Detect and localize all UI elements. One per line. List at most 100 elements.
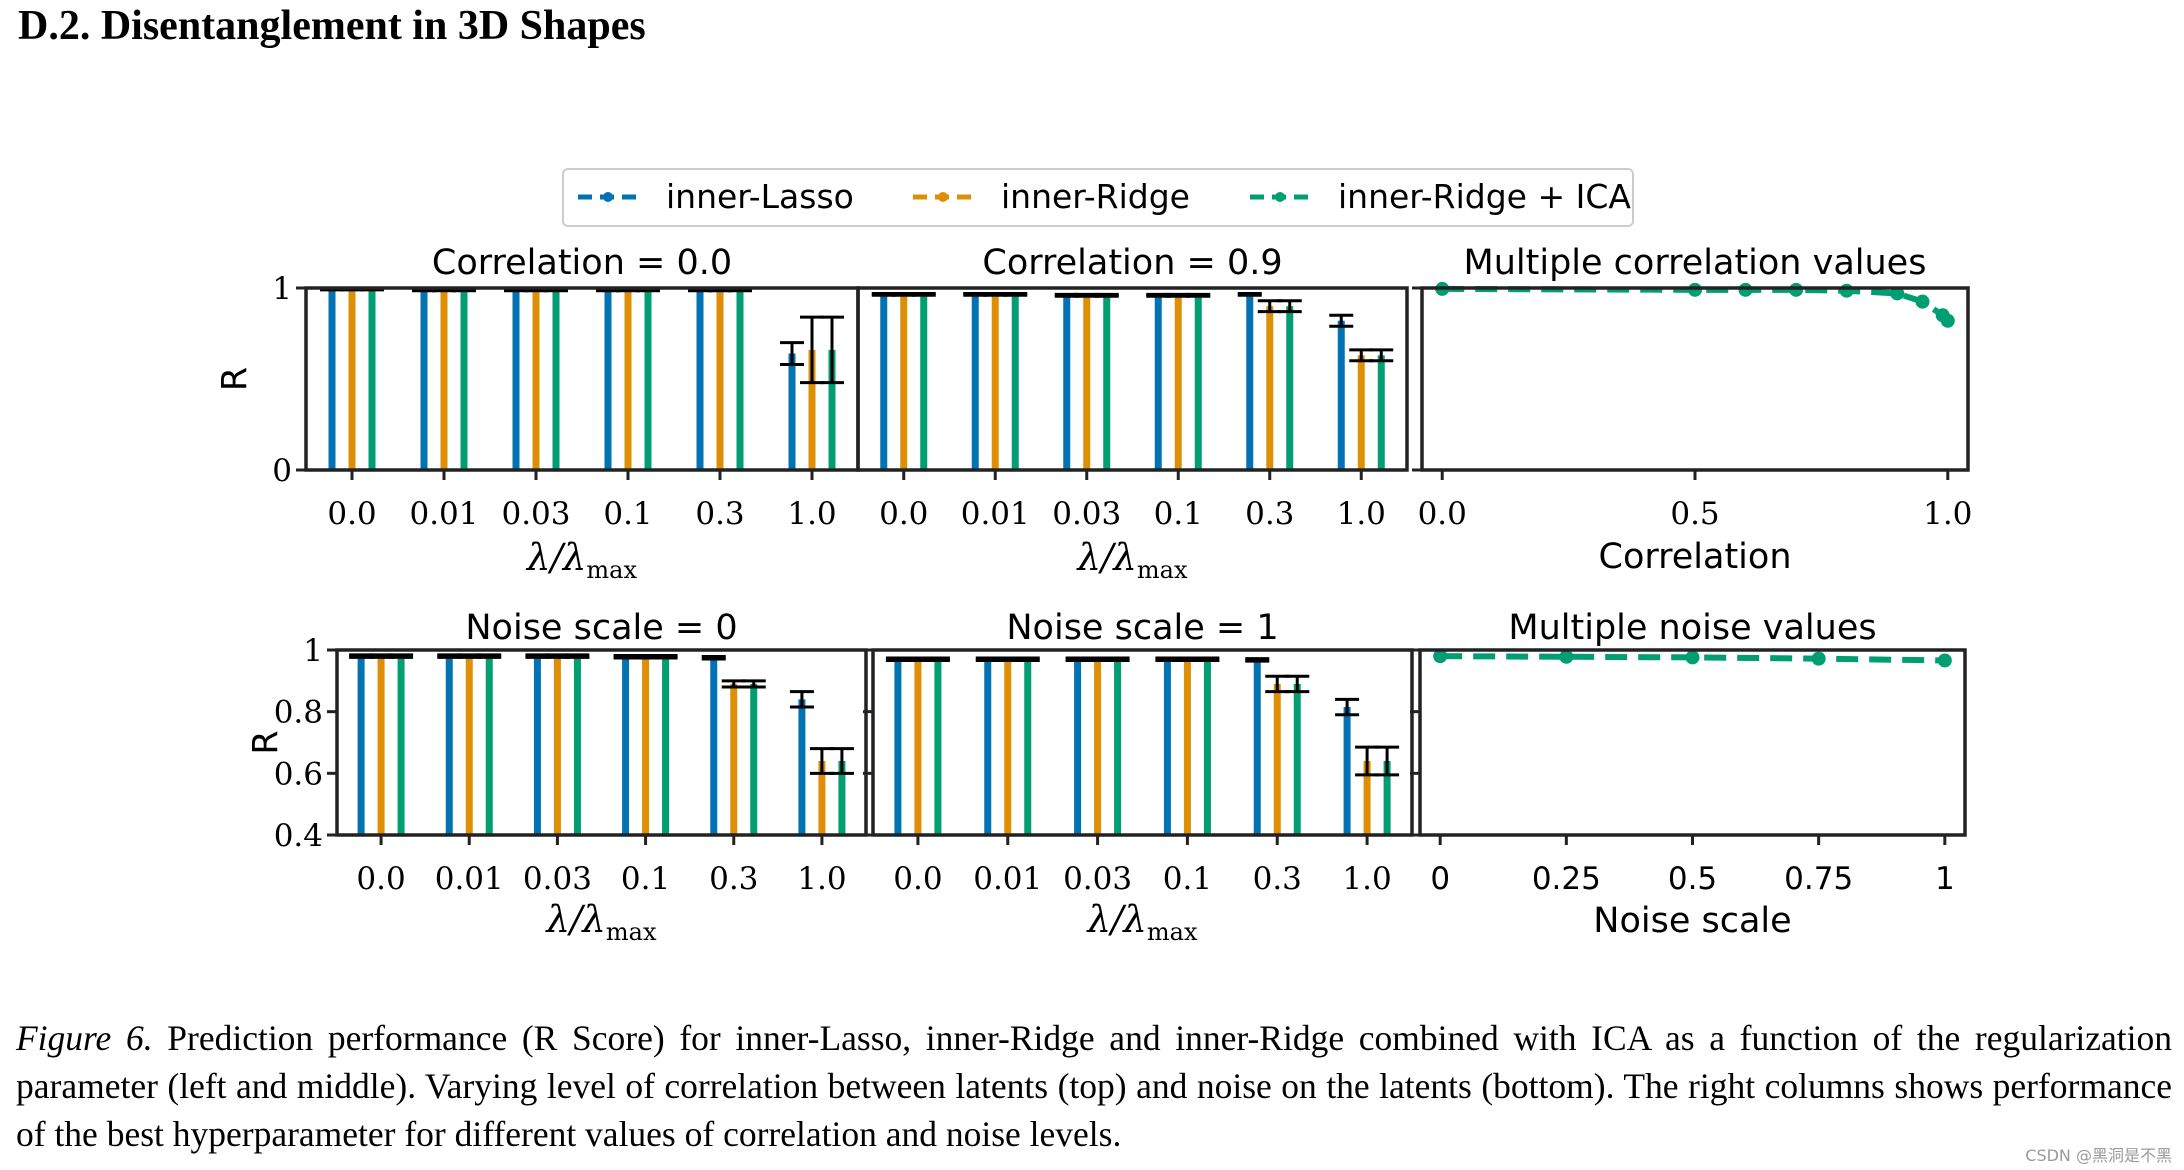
plot-frame	[1418, 648, 1967, 837]
bar-group-0.01	[963, 291, 1028, 470]
bar	[420, 289, 428, 470]
x-tick-label: 0.1	[1163, 861, 1212, 897]
error-bar	[789, 690, 814, 709]
legend-marker	[1275, 192, 1285, 202]
error-bar	[800, 315, 824, 385]
x-tick-label: 0.0	[893, 861, 942, 897]
error-bar	[1105, 656, 1130, 662]
x-axis-label: Noise scale	[1593, 901, 1791, 941]
data-point	[1685, 650, 1700, 665]
error-bar	[1277, 299, 1302, 314]
x-tick-label: 1.0	[797, 861, 846, 897]
bar	[900, 294, 908, 470]
error-bar	[1015, 656, 1040, 662]
bar	[328, 288, 336, 470]
bar	[642, 656, 650, 835]
x-tick-label: 0.01	[409, 496, 478, 532]
y-tick-label: 0	[272, 453, 292, 489]
bar	[1203, 659, 1211, 835]
bar	[445, 656, 453, 835]
data-point	[1890, 286, 1905, 301]
legend-label: inner-Lasso	[666, 177, 854, 216]
x-tick-label: 0.01	[973, 861, 1042, 897]
bar	[934, 659, 942, 835]
bar	[1183, 659, 1191, 835]
data-point	[1738, 282, 1753, 297]
legend-label: inner-Ridge	[1001, 177, 1190, 216]
bar	[1337, 320, 1345, 470]
bar-group-0.03	[1054, 292, 1119, 470]
bar	[710, 657, 718, 835]
bar-group-0.1	[596, 287, 660, 470]
caption-label: Figure 6.	[16, 1018, 153, 1058]
bar	[798, 699, 806, 835]
bar	[920, 294, 928, 470]
bar	[1114, 659, 1122, 835]
bar-group-0.1	[1146, 292, 1211, 470]
bar-group-0.01	[975, 656, 1040, 835]
bar	[730, 683, 738, 835]
bar	[1103, 295, 1111, 470]
panel-title: Noise scale = 0	[465, 608, 737, 648]
bar-group-1.0	[789, 690, 854, 835]
x-tick-label: 0.75	[1784, 861, 1853, 897]
section-heading: D.2. Disentanglement in 3D Shapes	[18, 3, 646, 49]
figure-caption: Figure 6. Prediction performance (R Scor…	[16, 1014, 2172, 1158]
error-bar	[1186, 292, 1211, 298]
error-bar	[1355, 745, 1380, 777]
bar-group-0.3	[1245, 657, 1310, 835]
bar	[368, 288, 376, 470]
plot-frame	[335, 648, 868, 837]
bar	[736, 289, 744, 470]
bar-group-0.1	[1155, 656, 1220, 835]
bar	[1083, 295, 1091, 470]
bar	[465, 656, 473, 835]
error-bar	[780, 341, 804, 366]
x-tick-label: 0.5	[1670, 496, 1719, 532]
bar	[991, 294, 999, 470]
y-tick-label: 1	[272, 271, 292, 307]
bar	[622, 656, 630, 835]
bar	[377, 656, 385, 835]
panel-5: Noise scale = 1 0.0 0.01 0.03 0.1 0.3 1.0 λ/λma…	[863, 608, 1414, 946]
x-tick-label: 0.0	[879, 496, 928, 532]
x-tick-label: 0.01	[961, 496, 1030, 532]
data-point	[1688, 282, 1702, 297]
legend-marker	[938, 192, 948, 202]
data-point	[1937, 653, 1952, 668]
error-bar	[565, 653, 590, 659]
panel-title: Correlation = 0.9	[982, 243, 1282, 283]
data-point	[1789, 282, 1804, 297]
error-bar	[1094, 292, 1119, 298]
bar-group-0.01	[412, 287, 476, 470]
x-tick-label: 0.0	[356, 861, 405, 897]
panel-title: Noise scale = 1	[1006, 608, 1278, 648]
y-axis-label: R	[246, 730, 286, 754]
panel-title: Multiple noise values	[1508, 608, 1876, 648]
error-bar	[925, 656, 950, 662]
error-bar	[1003, 291, 1028, 297]
plot-frame	[304, 286, 860, 472]
x-tick-label: 0.3	[709, 861, 758, 897]
bar	[1266, 306, 1274, 470]
x-axis-label: λ/λmax	[525, 536, 637, 584]
bar	[808, 349, 816, 470]
bar	[573, 656, 581, 835]
x-tick-label: 0.03	[1052, 496, 1121, 532]
bar	[1194, 295, 1202, 470]
x-tick-label: 0.1	[603, 496, 652, 532]
x-tick-label: 0.03	[523, 861, 592, 897]
data-point	[1839, 283, 1854, 298]
y-tick-label: 0.6	[274, 756, 323, 792]
error-bar	[1257, 299, 1282, 314]
caption-text: Prediction performance (R Score) for inn…	[16, 1018, 2173, 1154]
bar	[880, 294, 888, 470]
bar	[533, 656, 541, 835]
x-tick-label: 0.25	[1532, 861, 1601, 897]
x-tick-label: 0	[1430, 861, 1450, 897]
bar	[1246, 294, 1254, 470]
legend-entry-1: inner-Lasso	[578, 177, 854, 216]
bar-group-0.03	[1065, 656, 1130, 835]
bar-group-0.1	[613, 654, 678, 835]
bar-group-0.0	[871, 291, 936, 470]
